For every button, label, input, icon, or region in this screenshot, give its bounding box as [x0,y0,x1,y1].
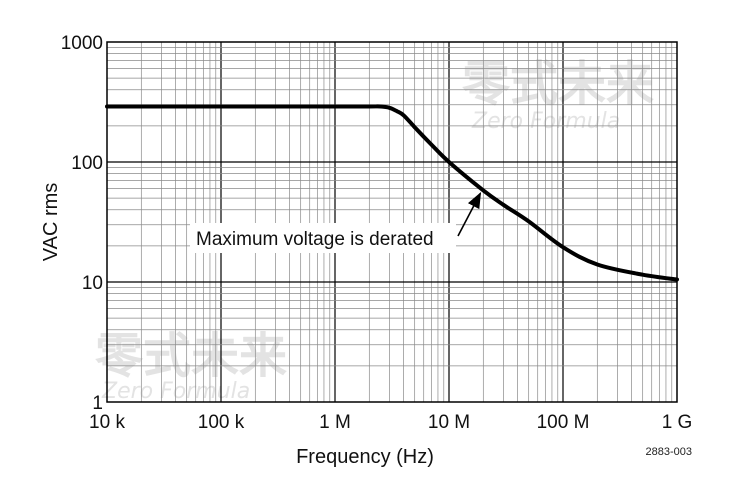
annotation: Maximum voltage is derated [190,191,482,253]
y-tick-label: 1 [92,393,103,414]
y-tick-label: 100 [71,153,103,174]
x-tick-label: 1 M [319,412,351,433]
y-axis-label: VAC rms [40,183,62,262]
y-tick-label: 1000 [61,33,103,54]
plot-frame [106,41,678,403]
series-line [105,104,679,282]
annotation-background [190,223,456,253]
x-axis-label: Frequency (Hz) [296,446,434,468]
y-tick-labels: 1 10 100 1000 [61,33,103,414]
x-tick-labels: 10 k 100 k 1 M 10 M 100 M 1 G [89,412,692,433]
figure-id: 2883-003 [646,446,693,458]
x-tick-label: 10 M [428,412,470,433]
x-tick-label: 10 k [89,412,125,433]
y-tick-label: 10 [82,273,103,294]
annotation-arrow [457,191,482,237]
x-tick-label: 100 k [198,412,245,433]
x-tick-label: 1 G [662,412,693,433]
watermark-cn-bottom: 零式未来 [95,328,287,384]
annotation-text: Maximum voltage is derated [196,229,434,250]
grid [107,42,677,402]
x-tick-label: 100 M [537,412,590,433]
